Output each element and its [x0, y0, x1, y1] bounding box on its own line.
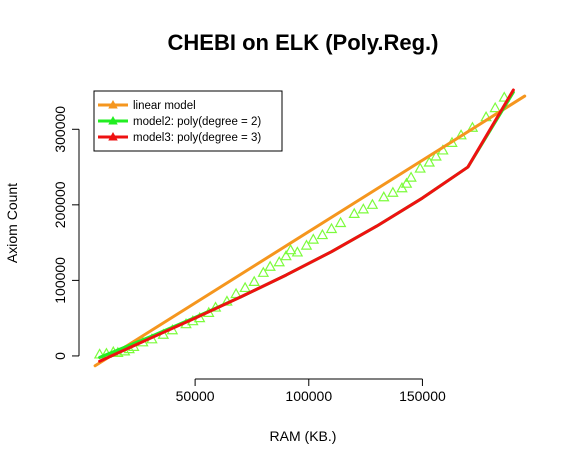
data-point	[430, 150, 442, 161]
legend-marker	[108, 100, 118, 109]
data-point	[257, 266, 270, 277]
y-tick-label: 0	[52, 352, 68, 360]
data-point	[423, 156, 436, 167]
x-ticks: 50000 100000 150000	[176, 379, 446, 404]
data-point	[357, 203, 370, 214]
series-line-3	[98, 88, 515, 363]
lines-layer	[93, 88, 527, 368]
data-point	[498, 91, 511, 102]
data-point	[325, 222, 338, 234]
legend-label: linear model	[133, 100, 196, 112]
x-tick-label: 50000	[176, 388, 215, 404]
data-point	[348, 207, 361, 219]
legend-marker	[108, 132, 118, 141]
chart-title: CHEBI on ELK (Poly.Reg.)	[168, 30, 439, 55]
y-axis-label: Axiom Count	[4, 183, 20, 263]
legend-label: model2: poly(degree = 2)	[133, 116, 261, 128]
y-ticks: 0 100000 200000 300000	[52, 106, 79, 360]
data-point	[378, 191, 390, 202]
data-point	[414, 162, 426, 173]
x-axis: 50000 100000 150000	[176, 378, 446, 404]
data-point	[248, 275, 260, 286]
data-point	[400, 177, 413, 188]
data-point	[264, 260, 276, 271]
data-point	[387, 186, 399, 197]
legend-label: model3: poly(degree = 3)	[133, 132, 261, 144]
data-point	[405, 171, 417, 182]
data-point	[273, 256, 285, 267]
x-tick-label: 150000	[399, 388, 446, 404]
legend-marker	[108, 116, 118, 125]
data-point	[300, 239, 313, 250]
data-point	[280, 249, 292, 261]
legend-items: linear model model2: poly(degree = 2) mode…	[98, 100, 261, 144]
y-tick-label: 100000	[52, 257, 68, 304]
data-point	[366, 198, 379, 209]
series-line-1	[93, 94, 527, 368]
data-point	[239, 281, 251, 293]
data-point	[334, 216, 347, 228]
y-tick-label: 300000	[52, 106, 68, 153]
data-point	[291, 246, 304, 257]
x-axis-label: RAM (KB.)	[270, 428, 337, 444]
y-tick-label: 200000	[52, 181, 68, 228]
y-axis: 0 100000 200000 300000	[52, 106, 80, 360]
legend: linear model model2: poly(degree = 2) mode…	[93, 90, 283, 152]
data-point	[307, 233, 320, 244]
x-tick-label: 100000	[285, 388, 332, 404]
data-point	[316, 228, 329, 240]
data-point	[489, 101, 501, 113]
plot-area	[93, 88, 527, 368]
data-point	[284, 243, 297, 255]
